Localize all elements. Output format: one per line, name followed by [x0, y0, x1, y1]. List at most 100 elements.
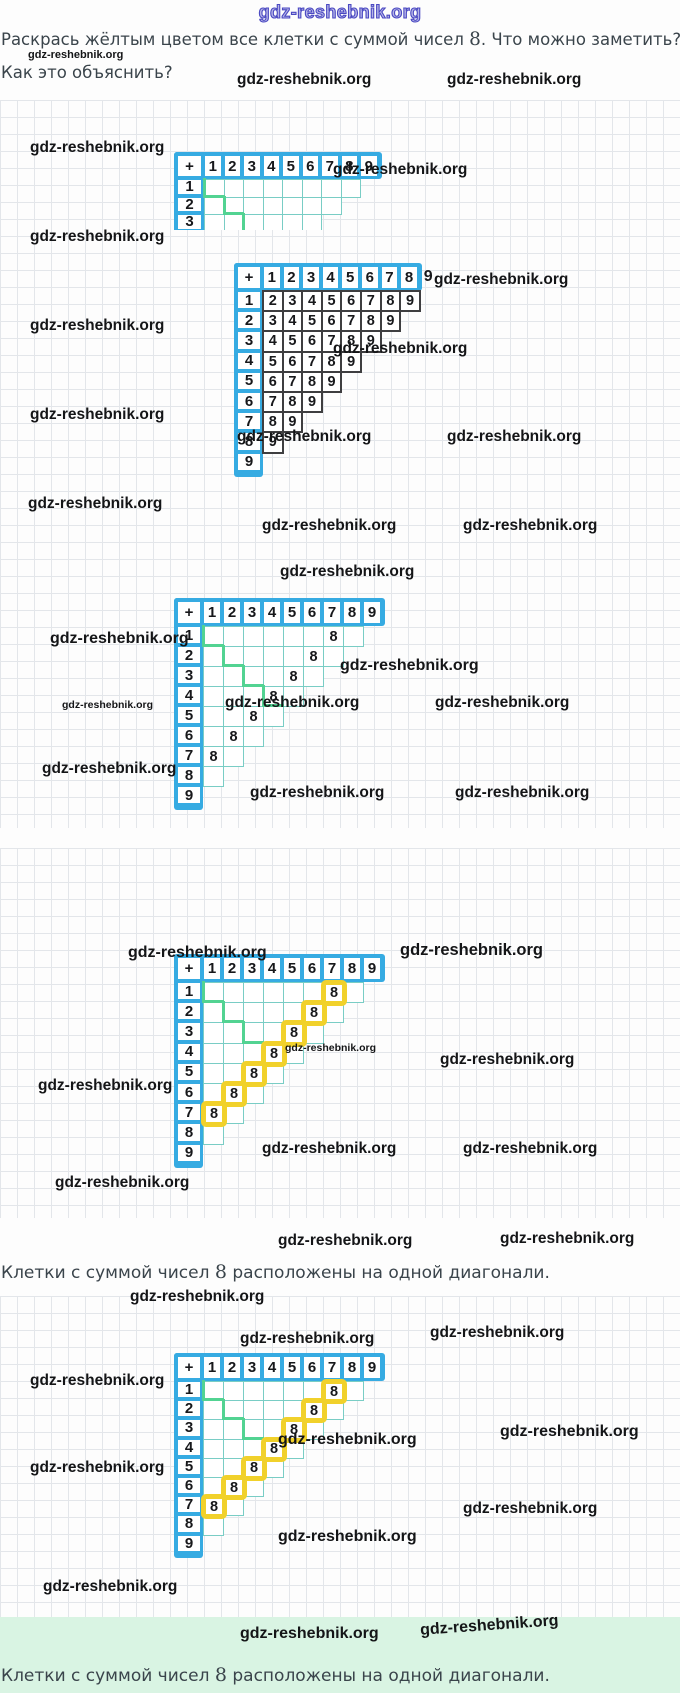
table-sum-cell: 4 [301, 290, 323, 313]
site-watermark: gdz-reshebnik.org [280, 563, 415, 580]
table-row-label: 8 [178, 1124, 200, 1141]
table-empty-cell [243, 1381, 264, 1402]
table-empty-cell [223, 746, 244, 767]
table-header-cell: 1 [205, 156, 221, 176]
table-header-cell: 1 [204, 602, 220, 623]
table-row-label: 4 [238, 352, 260, 369]
answer-bottom-number: 8 [214, 1664, 227, 1686]
answer-mid-number: 8 [214, 1261, 227, 1283]
table-empty-cell [343, 626, 364, 647]
table-empty-cell [203, 1419, 224, 1440]
table-row-label: 8 [238, 433, 260, 450]
table-empty-cell [243, 666, 264, 687]
table-row-label: 5 [238, 372, 260, 389]
table-empty-cell [303, 626, 324, 647]
table-header-cell: 5 [284, 602, 300, 623]
table-empty-cell [223, 1022, 244, 1044]
table-row-label: 2 [178, 1400, 200, 1417]
table-sum-cell: 9 [262, 431, 284, 454]
site-watermark: gdz-reshebnik.org [500, 1423, 639, 1440]
site-watermark: gdz-reshebnik.org [440, 1051, 575, 1068]
graph-paper-band-3 [0, 1296, 680, 1617]
table-sum-cell: 3 [262, 310, 284, 333]
table-header-cell: 3 [303, 267, 319, 288]
table-row-label: 1 [178, 627, 200, 644]
table-header-cell: 9 [361, 156, 377, 176]
table-sum-cell: 7 [281, 370, 304, 393]
table-sum-cell: 8 [281, 391, 304, 414]
table-header-cell: 7 [324, 602, 340, 623]
graph-paper-band-1 [0, 100, 680, 828]
table-sum-cell: 9 [379, 310, 402, 333]
table-header-cell: 9 [364, 1357, 380, 1378]
table-header-cell: 7 [324, 958, 340, 979]
table-row-label: 9 [178, 787, 200, 804]
site-watermark: gdz-reshebnik.org [43, 1578, 178, 1595]
table-header-cell: 2 [224, 156, 240, 176]
table-empty-cell [223, 666, 244, 687]
table-empty-cell [223, 196, 244, 215]
site-watermark: gdz-reshebnik.org [463, 1140, 598, 1157]
table-sum-eight-cell: 8 [283, 666, 304, 687]
table-empty-cell [263, 666, 284, 687]
site-watermark: gdz-reshebnik.org [463, 517, 598, 534]
site-watermark: gdz-reshebnik.org [447, 71, 582, 88]
table-empty-cell [243, 1400, 264, 1421]
table-empty-cell [243, 196, 264, 215]
table-empty-cell [283, 982, 304, 1004]
table-row-label: 8 [178, 1515, 200, 1532]
table-header-cell-outside: 9 [423, 268, 433, 285]
table-empty-cell [262, 196, 283, 215]
table-empty-cell [282, 179, 303, 198]
table-empty-cell [283, 686, 304, 707]
table-empty-cell [223, 1381, 244, 1402]
site-watermark: gdz-reshebnik.org [240, 1625, 379, 1642]
table-sum-cell: 6 [320, 310, 343, 333]
table-sum-cell: 8 [360, 310, 382, 333]
table-empty-cell [243, 1022, 264, 1044]
site-watermark: gdz-reshebnik.org [38, 1077, 173, 1094]
site-watermark: gdz-reshebnik.org [278, 1528, 417, 1545]
site-watermark: gdz-reshebnik.org [278, 1232, 413, 1249]
table-empty-cell [301, 196, 322, 215]
table-row-label: 6 [238, 393, 260, 410]
table-empty-cell [203, 706, 224, 727]
answer-mid-pre: Клетки с суммой чисел [1, 1263, 215, 1283]
site-watermark: gdz-reshebnik.org [128, 944, 267, 961]
table-sum-cell: 4 [262, 330, 284, 353]
table-empty-cell [321, 179, 342, 198]
table-header-cell: 1 [204, 958, 220, 979]
site-watermark: gdz-reshebnik.org [55, 1174, 190, 1191]
site-watermark: gdz-reshebnik.org [262, 1140, 397, 1157]
table-header-cell: 7 [381, 267, 398, 288]
table-row-label: 2 [178, 647, 200, 664]
site-watermark: gdz-reshebnik.org [278, 1431, 417, 1448]
table-sum-cell: 7 [340, 310, 362, 333]
table-empty-cell [283, 646, 304, 667]
table-plus-cell: + [178, 602, 200, 623]
table-header-cell: 7 [324, 1357, 340, 1378]
table-header-cell: 9 [364, 602, 380, 623]
table-header-cell: 8 [344, 958, 360, 979]
table-empty-cell [243, 179, 264, 198]
table-empty-cell [223, 1400, 244, 1421]
table-empty-cell [223, 646, 244, 667]
table-row-label: 3 [178, 1023, 200, 1040]
table-empty-cell [203, 766, 224, 787]
table-sum-cell: 6 [301, 330, 323, 353]
table-empty-cell [263, 1400, 284, 1421]
site-watermark: gdz-reshebnik.org [400, 941, 544, 959]
table-header-cell: 8 [344, 602, 360, 623]
table-sum-cell: 7 [262, 391, 284, 414]
site-watermark: gdz-reshebnik.org [237, 428, 372, 445]
table-empty-cell [301, 214, 322, 230]
table-empty-cell [243, 626, 264, 647]
table-empty-cell [223, 1042, 244, 1064]
table-row-label: 1 [238, 292, 260, 309]
table-sum-cell: 9 [399, 290, 421, 313]
table-sum-cell: 9 [360, 330, 382, 353]
answer-text-mid: Клетки с суммой чисел 8 расположены на о… [1, 1261, 550, 1283]
table-row-label: 9 [238, 453, 260, 470]
site-watermark: gdz-reshebnik.org [28, 495, 163, 512]
table-header-cell: 5 [284, 958, 300, 979]
